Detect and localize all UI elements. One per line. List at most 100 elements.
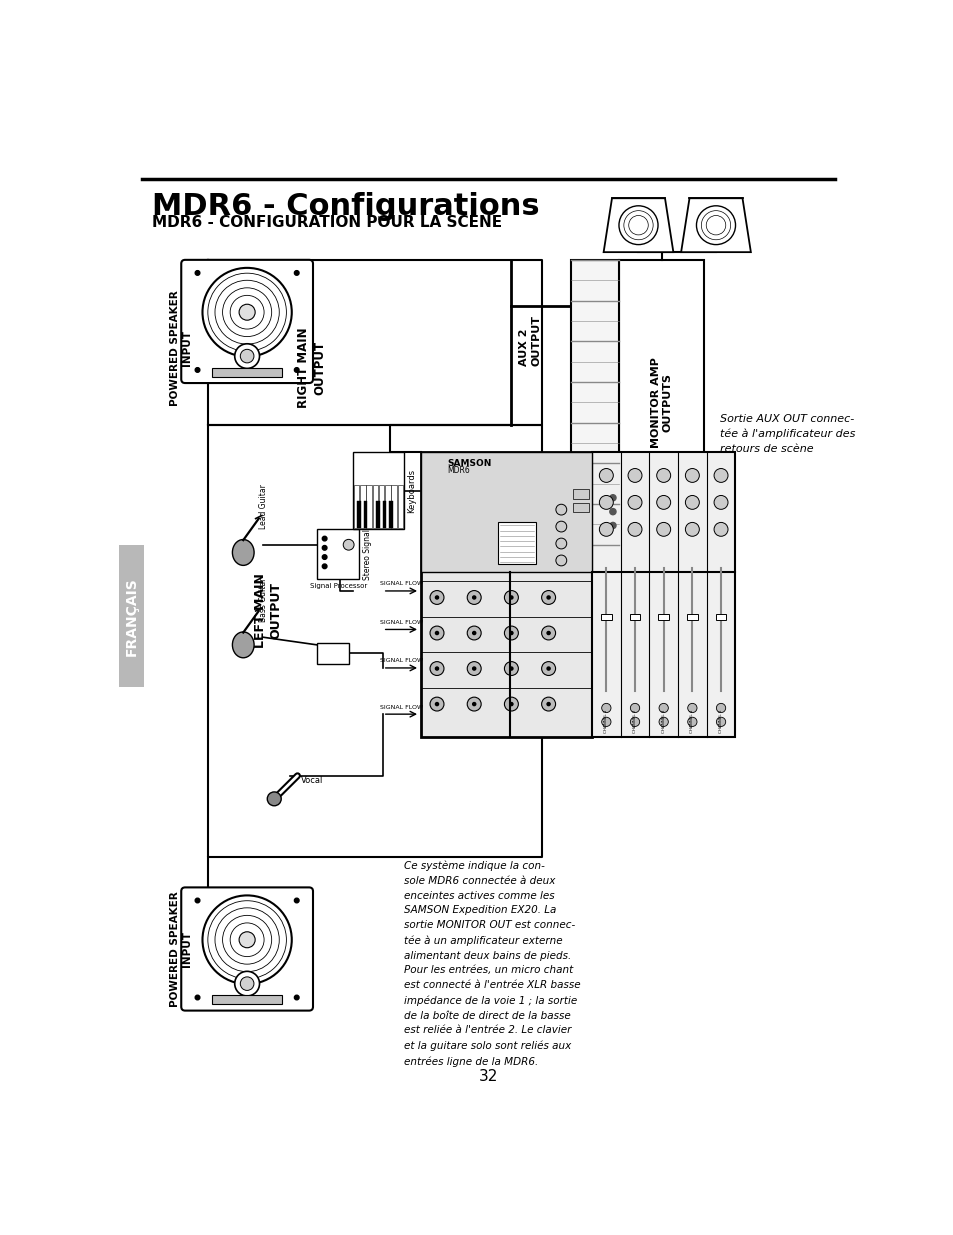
Circle shape — [656, 468, 670, 483]
Text: SIGNAL FLOW: SIGNAL FLOW — [625, 469, 673, 475]
Circle shape — [713, 522, 727, 536]
Circle shape — [684, 522, 699, 536]
FancyBboxPatch shape — [600, 614, 611, 620]
Circle shape — [609, 495, 616, 501]
Circle shape — [467, 697, 480, 711]
Text: LEFT MAIN
OUTPUT: LEFT MAIN OUTPUT — [253, 573, 282, 647]
FancyBboxPatch shape — [213, 995, 281, 1004]
Text: SIGNAL FLOW: SIGNAL FLOW — [379, 582, 422, 587]
Text: SIGNAL FLOW: SIGNAL FLOW — [379, 658, 422, 663]
Text: FRANÇAIS: FRANÇAIS — [125, 577, 138, 656]
FancyBboxPatch shape — [497, 522, 536, 564]
Circle shape — [687, 718, 697, 726]
Circle shape — [627, 468, 641, 483]
Circle shape — [240, 350, 253, 363]
FancyBboxPatch shape — [571, 259, 618, 545]
FancyBboxPatch shape — [373, 485, 377, 527]
Circle shape — [504, 626, 517, 640]
Text: CHANNEL 2: CHANNEL 2 — [633, 710, 637, 734]
Circle shape — [716, 718, 725, 726]
FancyBboxPatch shape — [354, 485, 359, 527]
Circle shape — [202, 268, 292, 357]
Circle shape — [509, 631, 513, 635]
Circle shape — [556, 555, 566, 566]
Circle shape — [618, 206, 658, 245]
Circle shape — [598, 522, 613, 536]
Circle shape — [630, 704, 639, 713]
FancyBboxPatch shape — [629, 614, 639, 620]
Circle shape — [322, 546, 327, 550]
Circle shape — [684, 495, 699, 509]
Circle shape — [546, 631, 550, 635]
Circle shape — [202, 895, 292, 984]
FancyBboxPatch shape — [385, 485, 391, 527]
Circle shape — [294, 270, 298, 275]
Circle shape — [472, 631, 476, 635]
Text: RIGHT MAIN
OUTPUT: RIGHT MAIN OUTPUT — [296, 327, 326, 408]
FancyBboxPatch shape — [382, 501, 386, 527]
Circle shape — [504, 590, 517, 604]
Circle shape — [684, 468, 699, 483]
Circle shape — [713, 495, 727, 509]
Ellipse shape — [233, 540, 253, 566]
FancyBboxPatch shape — [421, 452, 592, 572]
Circle shape — [467, 590, 480, 604]
Text: SIGNAL FLOW: SIGNAL FLOW — [625, 493, 673, 499]
Circle shape — [467, 662, 480, 676]
Circle shape — [541, 590, 555, 604]
FancyBboxPatch shape — [715, 614, 725, 620]
Circle shape — [195, 368, 199, 372]
Text: MONITOR AMP
OUTPUTS: MONITOR AMP OUTPUTS — [650, 357, 672, 448]
FancyBboxPatch shape — [316, 530, 359, 579]
Polygon shape — [603, 199, 673, 252]
Text: Ce système indique la con-
sole MDR6 connectée à deux
enceintes actives comme le: Ce système indique la con- sole MDR6 con… — [404, 861, 580, 1067]
Text: Stereo Signal: Stereo Signal — [363, 529, 372, 580]
Circle shape — [656, 495, 670, 509]
Circle shape — [609, 522, 616, 529]
Text: Vocal: Vocal — [301, 776, 323, 784]
Text: Sortie AUX OUT connec-
tée à l'amplificateur des
retours de scène: Sortie AUX OUT connec- tée à l'amplifica… — [720, 414, 854, 454]
FancyBboxPatch shape — [397, 485, 403, 527]
Circle shape — [322, 555, 327, 559]
Circle shape — [659, 718, 668, 726]
Circle shape — [239, 304, 254, 320]
Circle shape — [556, 538, 566, 548]
Circle shape — [601, 718, 610, 726]
Text: CHANNEL 1: CHANNEL 1 — [603, 710, 608, 734]
Circle shape — [435, 631, 438, 635]
Circle shape — [294, 898, 298, 903]
Circle shape — [195, 995, 199, 1000]
Circle shape — [656, 522, 670, 536]
Circle shape — [467, 626, 480, 640]
Circle shape — [609, 509, 616, 515]
Circle shape — [234, 972, 259, 995]
Circle shape — [713, 468, 727, 483]
Circle shape — [659, 704, 668, 713]
FancyBboxPatch shape — [378, 485, 384, 527]
Text: Lead Guitar: Lead Guitar — [258, 484, 268, 530]
Circle shape — [509, 703, 513, 705]
Text: SIGNAL FLOW: SIGNAL FLOW — [379, 620, 422, 625]
Text: MDR6 - CONFIGURATION POUR LA SCÈNE: MDR6 - CONFIGURATION POUR LA SCÈNE — [152, 215, 501, 230]
Circle shape — [546, 667, 550, 671]
Text: CHANNEL 4: CHANNEL 4 — [690, 710, 694, 734]
Polygon shape — [680, 199, 750, 252]
Text: MDR6: MDR6 — [447, 466, 469, 475]
Circle shape — [716, 704, 725, 713]
Text: Keyboards: Keyboards — [407, 469, 416, 513]
Circle shape — [195, 898, 199, 903]
Text: POWERED SPEAKER
INPUT: POWERED SPEAKER INPUT — [170, 892, 193, 1007]
FancyBboxPatch shape — [353, 452, 403, 530]
Circle shape — [598, 495, 613, 509]
Circle shape — [267, 792, 281, 805]
Circle shape — [240, 977, 253, 990]
FancyBboxPatch shape — [686, 614, 697, 620]
Circle shape — [430, 590, 443, 604]
Circle shape — [509, 597, 513, 599]
Ellipse shape — [233, 632, 253, 658]
Circle shape — [630, 718, 639, 726]
Text: CHANNEL 5: CHANNEL 5 — [719, 710, 722, 734]
Circle shape — [435, 597, 438, 599]
Circle shape — [430, 626, 443, 640]
FancyBboxPatch shape — [119, 545, 144, 687]
